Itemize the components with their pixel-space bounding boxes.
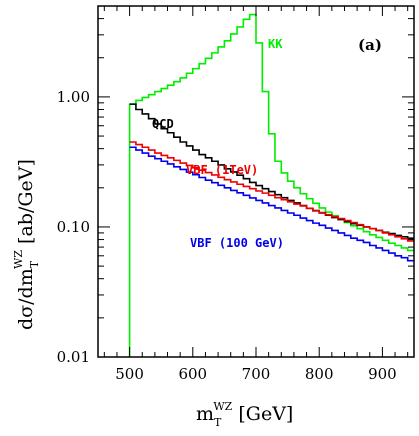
y-axis-title-main: dσ/dm [15, 268, 37, 330]
series-layer [128, 13, 414, 357]
series-line-vbf-1tev- [129, 141, 414, 242]
x-tick-label: 800 [305, 365, 334, 383]
series-line-vbf-100-gev- [129, 146, 414, 262]
ticks-layer: 500 600 700 800 900 0.01 0.10 1.00 [57, 5, 414, 383]
x-tick-label: 900 [368, 365, 397, 383]
x-axis-title-main: m [196, 403, 214, 425]
x-axis-title: mT WZ [GeV] [196, 400, 293, 429]
series-label: VBF (1TeV) [186, 163, 258, 177]
labels-layer: KK QCD VBF (1TeV) VBF (100 GeV) [152, 37, 284, 250]
y-tick-label: 0.10 [57, 218, 90, 236]
y-axis-title: dσ/dmTWZ [ab/GeV] [12, 159, 41, 330]
x-axis-title-sup: WZ [213, 400, 232, 413]
y-axis-title-unit: [ab/GeV] [15, 159, 37, 250]
series-line-kk [128, 13, 414, 357]
series-label: KK [268, 37, 283, 51]
x-axis-title-unit: [GeV] [232, 403, 293, 425]
x-tick-label: 700 [242, 365, 271, 383]
y-axis-title-sup: WZ [12, 250, 25, 269]
panel-label: (a) [358, 36, 382, 54]
y-axis-title-sub: T [28, 260, 41, 268]
x-tick-label: 600 [178, 365, 207, 383]
y-tick-label: 0.01 [57, 348, 90, 366]
y-tick-label: 1.00 [57, 88, 90, 106]
x-axis-title-sub: T [214, 416, 222, 429]
x-tick-label: 500 [115, 365, 144, 383]
series-label: VBF (100 GeV) [190, 236, 284, 250]
series-label: QCD [152, 117, 174, 131]
